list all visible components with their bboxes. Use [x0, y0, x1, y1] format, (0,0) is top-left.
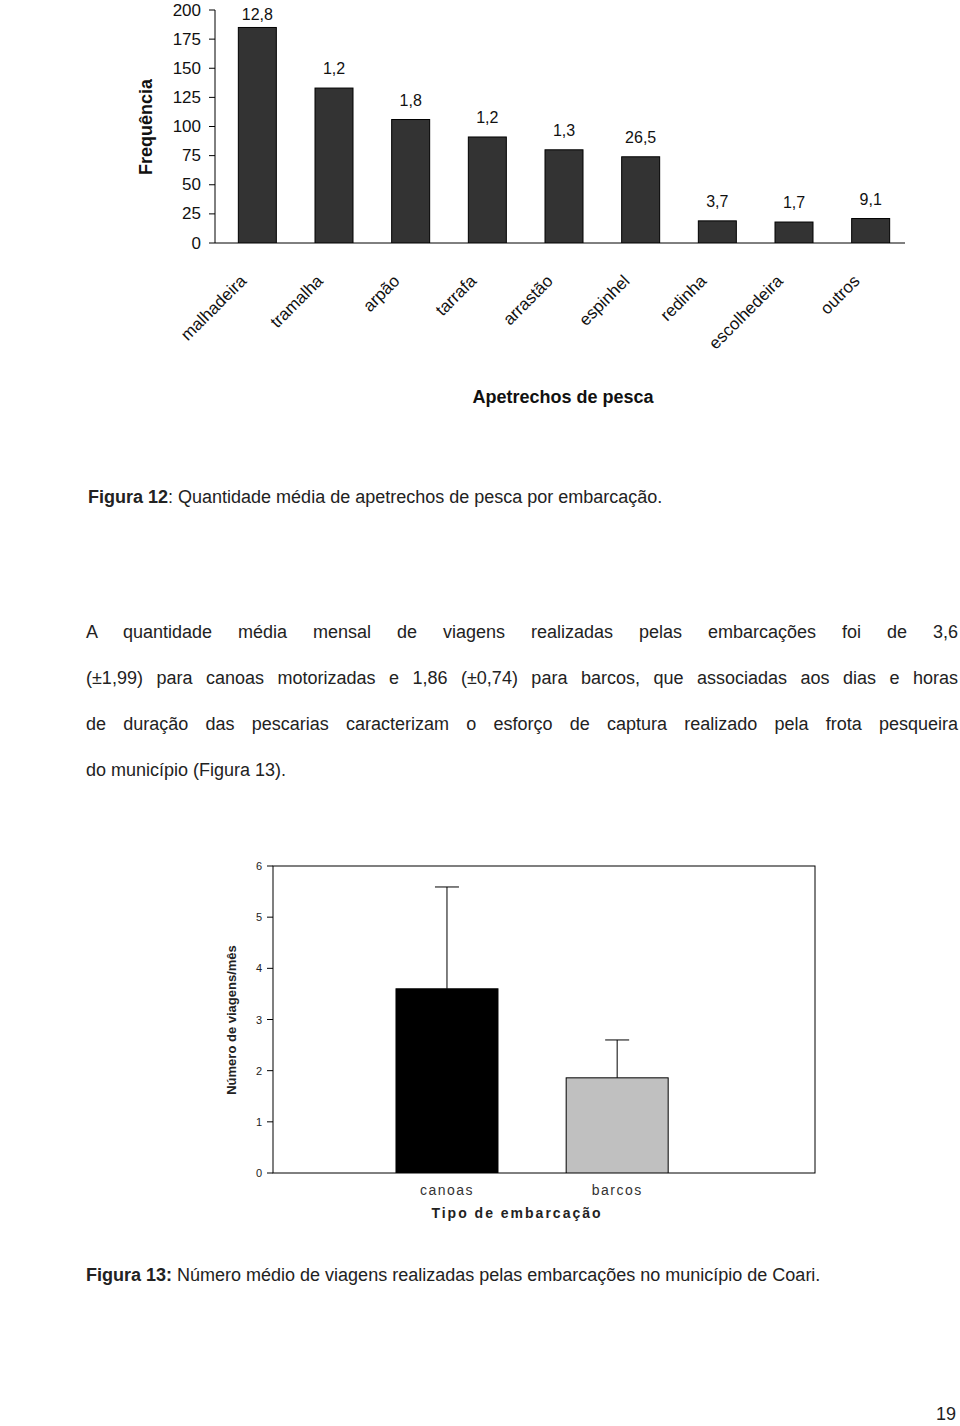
- bar-annotation: 1,3: [553, 122, 575, 139]
- bar: [775, 222, 813, 243]
- y-tick-label: 2: [256, 1065, 262, 1077]
- bar-annotation: 26,5: [625, 129, 656, 146]
- bar: [396, 989, 498, 1173]
- y-tick-label: 125: [173, 88, 201, 107]
- figure-caption: Figura 12: Quantidade média de apetrecho…: [88, 487, 662, 507]
- bar: [545, 150, 583, 243]
- error-stem: [617, 1040, 618, 1078]
- plot-frame: [273, 866, 815, 1173]
- error-bar: [435, 887, 459, 989]
- bar: [468, 137, 506, 243]
- y-tick: [209, 126, 215, 127]
- y-tick: [209, 10, 215, 11]
- x-tick-label: outros: [817, 271, 864, 318]
- y-tick-label: 75: [182, 146, 201, 165]
- y-tick-label: 4: [256, 962, 262, 974]
- y-tick: [209, 213, 215, 214]
- bars: [238, 27, 889, 243]
- y-tick-label: 200: [173, 1, 201, 20]
- bar: [566, 1078, 668, 1173]
- y-tick-label: 3: [256, 1014, 262, 1026]
- y-tick: [209, 184, 215, 185]
- y-tick: [267, 1019, 273, 1020]
- x-tick-label: arrastão: [499, 271, 557, 329]
- y-tick-label: 175: [173, 30, 201, 49]
- y-tick: [267, 968, 273, 969]
- bar-annotation: 1,2: [476, 109, 498, 126]
- bar: [852, 219, 890, 243]
- page-canvas: 025507510012515017520012,81,21,81,21,326…: [0, 0, 960, 1426]
- y-tick-label: 50: [182, 175, 201, 194]
- x-tick-label: redinha: [657, 271, 711, 325]
- x-axis-title: Tipo de embarcação: [431, 1205, 602, 1221]
- y-tick: [209, 68, 215, 69]
- y-tick-label: 100: [173, 117, 201, 136]
- x-tick-label: barcos: [592, 1182, 643, 1198]
- figure-caption: Figura 13:Número médio de viagens realiz…: [86, 1265, 820, 1285]
- caption-label: Figura 13:: [86, 1265, 172, 1285]
- paragraph-line: do município (Figura 13).: [86, 758, 958, 782]
- bar: [698, 221, 736, 243]
- y-tick: [209, 155, 215, 156]
- y-tick: [209, 243, 215, 244]
- bar-annotation: 3,7: [706, 193, 728, 210]
- y-tick-label: 25: [182, 204, 201, 223]
- x-tick-label: arpão: [359, 271, 403, 315]
- bar-annotation: 1,8: [400, 92, 422, 109]
- y-tick: [267, 1173, 273, 1174]
- paragraph-line: (±1,99) para canoas motorizadas e 1,86 (…: [86, 666, 958, 690]
- x-tick-label: tarrafa: [432, 271, 481, 320]
- caption-text: : Quantidade média de apetrechos de pesc…: [168, 487, 662, 507]
- x-tick-label: malhadeira: [177, 271, 250, 344]
- y-tick: [209, 97, 215, 98]
- bar-annotation: 1,2: [323, 60, 345, 77]
- y-axis-title: Número de viagens/mês: [224, 945, 239, 1095]
- chart-13: 0 1 2 3 4 5 6 canoas barcos Tipo de embarcação Núm…: [86, 860, 820, 1285]
- x-tick-label: espinhel: [575, 271, 633, 329]
- page-number: 19: [936, 1404, 956, 1424]
- bar: [238, 27, 276, 243]
- y-axis-title: Frequência: [136, 78, 156, 175]
- x-tick-label: escolhedeira: [705, 271, 787, 353]
- bar: [392, 120, 430, 243]
- x-tick-label: tramalha: [267, 271, 328, 332]
- error-bar: [605, 1040, 629, 1078]
- bars: [396, 887, 668, 1173]
- caption-text: Número médio de viagens realizadas pelas…: [177, 1265, 820, 1285]
- y-tick-label: 150: [173, 59, 201, 78]
- y-tick: [267, 1121, 273, 1122]
- error-cap: [605, 1039, 629, 1040]
- y-tick-label: 0: [256, 1167, 262, 1179]
- paragraph-line: A quantidade média mensal de viagens rea…: [86, 620, 958, 644]
- y-tick: [209, 39, 215, 40]
- bar-annotation: 9,1: [860, 191, 882, 208]
- bar: [315, 88, 353, 243]
- y-tick: [267, 866, 273, 867]
- y-tick-label: 0: [192, 234, 201, 253]
- y-tick: [267, 1070, 273, 1071]
- y-tick-label: 6: [256, 860, 262, 872]
- bar-annotation: 1,7: [783, 194, 805, 211]
- x-tick-label: canoas: [420, 1182, 474, 1198]
- y-tick-label: 1: [256, 1116, 262, 1128]
- error-cap: [435, 886, 459, 887]
- caption-label: Figura 12: [88, 487, 168, 507]
- chart-12: 0 25 50 75 100 125 150 175 200 12,8 1,2 1,8 1,2 1,3 26…: [88, 1, 905, 508]
- y-tick: [267, 917, 273, 918]
- bar: [622, 157, 660, 243]
- y-tick-label: 5: [256, 911, 262, 923]
- paragraph-line: de duração das pescarias caracterizam o …: [86, 712, 958, 736]
- bar-annotation: 12,8: [242, 6, 273, 23]
- error-stem: [446, 887, 447, 989]
- x-axis-title: Apetrechos de pesca: [472, 387, 654, 407]
